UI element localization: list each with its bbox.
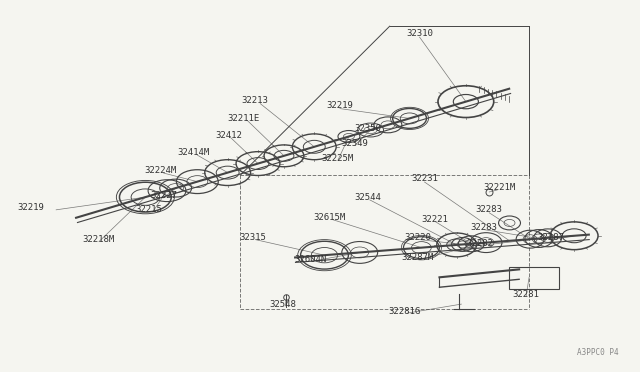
Text: 32414M: 32414M bbox=[177, 148, 210, 157]
Text: 32281: 32281 bbox=[513, 290, 540, 299]
Text: 32224M: 32224M bbox=[145, 166, 177, 174]
Text: 32283: 32283 bbox=[471, 223, 498, 232]
Text: 32227: 32227 bbox=[150, 192, 177, 201]
Text: 32221M: 32221M bbox=[483, 183, 515, 192]
Text: 32615M: 32615M bbox=[314, 213, 346, 222]
Text: 32219: 32219 bbox=[18, 203, 45, 212]
Text: 32412: 32412 bbox=[215, 131, 242, 140]
Text: 32219: 32219 bbox=[326, 101, 353, 110]
Text: 32220: 32220 bbox=[404, 233, 431, 242]
Text: 32211E: 32211E bbox=[227, 114, 259, 123]
Text: 32349: 32349 bbox=[341, 139, 368, 148]
Text: 32225M: 32225M bbox=[322, 154, 354, 163]
Text: 32283: 32283 bbox=[476, 205, 502, 214]
Text: 32548: 32548 bbox=[269, 299, 296, 309]
Text: 32281G: 32281G bbox=[388, 307, 420, 315]
Text: 32231: 32231 bbox=[411, 174, 438, 183]
Text: 32213: 32213 bbox=[242, 96, 269, 105]
Text: 32310: 32310 bbox=[406, 29, 433, 38]
Text: 32287M: 32287M bbox=[401, 253, 434, 262]
Text: 32282: 32282 bbox=[466, 239, 493, 248]
Text: 32350: 32350 bbox=[355, 124, 381, 133]
Text: 32221: 32221 bbox=[421, 215, 448, 224]
Text: 32315: 32315 bbox=[240, 233, 267, 242]
Text: 32218M: 32218M bbox=[83, 235, 115, 244]
Text: 32544: 32544 bbox=[355, 193, 381, 202]
Text: 32287: 32287 bbox=[538, 233, 564, 242]
Text: A3PPC0 P4: A3PPC0 P4 bbox=[577, 348, 619, 357]
Text: 32215: 32215 bbox=[135, 205, 162, 214]
Text: 32604N: 32604N bbox=[294, 255, 326, 264]
